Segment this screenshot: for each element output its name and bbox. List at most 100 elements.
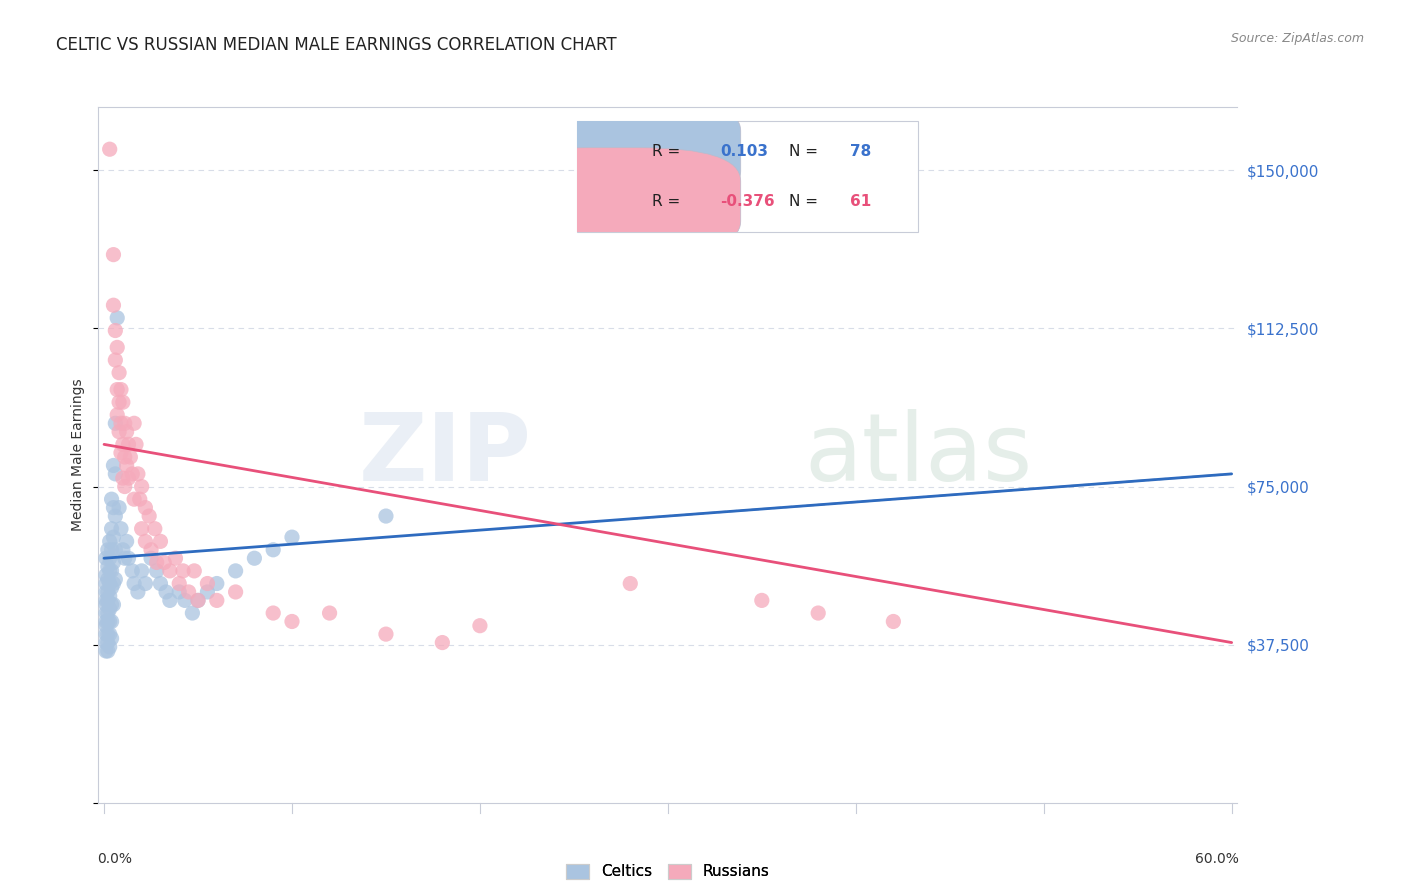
Point [103, 298, 125, 312]
Point [139, 542, 162, 557]
Point [103, 598, 125, 612]
Point [98, 602, 121, 616]
Point [104, 353, 127, 368]
Point [187, 593, 209, 607]
Point [108, 425, 131, 439]
Point [100, 522, 122, 536]
Point [94, 598, 117, 612]
Point [134, 500, 156, 515]
Point [165, 551, 187, 566]
Point [98, 640, 121, 654]
Point [94, 606, 117, 620]
Point [121, 564, 143, 578]
Legend: Celtics, Russians: Celtics, Russians [560, 857, 776, 886]
Point [882, 615, 904, 629]
Text: ZIP: ZIP [359, 409, 531, 501]
Point [108, 395, 131, 409]
Point [103, 458, 125, 473]
Point [100, 615, 122, 629]
Point [172, 564, 194, 578]
Text: N =: N = [789, 194, 823, 209]
Point [94, 585, 117, 599]
Point [187, 593, 209, 607]
Text: Source: ZipAtlas.com: Source: ZipAtlas.com [1230, 31, 1364, 45]
Point [149, 576, 172, 591]
Point [138, 509, 160, 524]
Point [105, 408, 128, 422]
Text: -0.376: -0.376 [720, 194, 775, 209]
Point [105, 310, 128, 325]
Point [94, 635, 117, 649]
Point [94, 618, 117, 632]
Point [111, 437, 134, 451]
Point [807, 606, 830, 620]
Point [97, 585, 120, 599]
Point [751, 593, 773, 607]
Point [159, 564, 181, 578]
Point [97, 615, 120, 629]
Point [97, 559, 120, 574]
Point [122, 576, 145, 591]
Point [197, 585, 219, 599]
Point [104, 417, 127, 431]
Point [468, 618, 491, 632]
Point [110, 522, 132, 536]
Point [100, 632, 122, 646]
Point [103, 576, 125, 591]
Point [197, 576, 219, 591]
Point [183, 564, 205, 578]
Point [318, 606, 340, 620]
Point [375, 627, 398, 641]
FancyBboxPatch shape [488, 148, 741, 254]
Point [177, 585, 200, 599]
FancyBboxPatch shape [488, 97, 741, 204]
Point [94, 576, 117, 591]
Point [131, 479, 153, 493]
Point [114, 551, 136, 566]
Point [181, 606, 204, 620]
Point [205, 576, 228, 591]
Point [98, 534, 121, 549]
Text: atlas: atlas [804, 409, 1033, 501]
Point [122, 492, 145, 507]
Point [97, 542, 120, 557]
Point [103, 247, 125, 261]
Point [159, 593, 181, 607]
Point [619, 576, 641, 591]
Point [100, 581, 122, 595]
Text: 0.0%: 0.0% [97, 852, 132, 865]
Point [149, 534, 172, 549]
Point [127, 585, 149, 599]
Point [205, 593, 228, 607]
Text: 0.103: 0.103 [720, 144, 768, 159]
Point [225, 564, 247, 578]
Point [155, 585, 177, 599]
Point [134, 576, 156, 591]
Point [243, 551, 266, 566]
Point [375, 509, 398, 524]
Point [100, 492, 122, 507]
Point [281, 615, 304, 629]
Point [103, 530, 125, 544]
Text: CELTIC VS RUSSIAN MEDIAN MALE EARNINGS CORRELATION CHART: CELTIC VS RUSSIAN MEDIAN MALE EARNINGS C… [56, 36, 617, 54]
Point [145, 556, 167, 570]
Point [108, 500, 131, 515]
Point [105, 340, 128, 354]
Point [108, 366, 131, 380]
Point [139, 551, 162, 566]
Point [104, 467, 127, 481]
Text: R =: R = [652, 144, 685, 159]
Point [117, 471, 139, 485]
Point [111, 395, 134, 409]
Point [97, 627, 120, 641]
Point [110, 446, 132, 460]
Point [115, 425, 138, 439]
Point [143, 522, 166, 536]
Point [115, 534, 138, 549]
Point [94, 644, 117, 658]
Point [104, 542, 127, 557]
Point [145, 564, 167, 578]
Point [131, 564, 153, 578]
Point [100, 542, 122, 557]
Point [127, 467, 149, 481]
